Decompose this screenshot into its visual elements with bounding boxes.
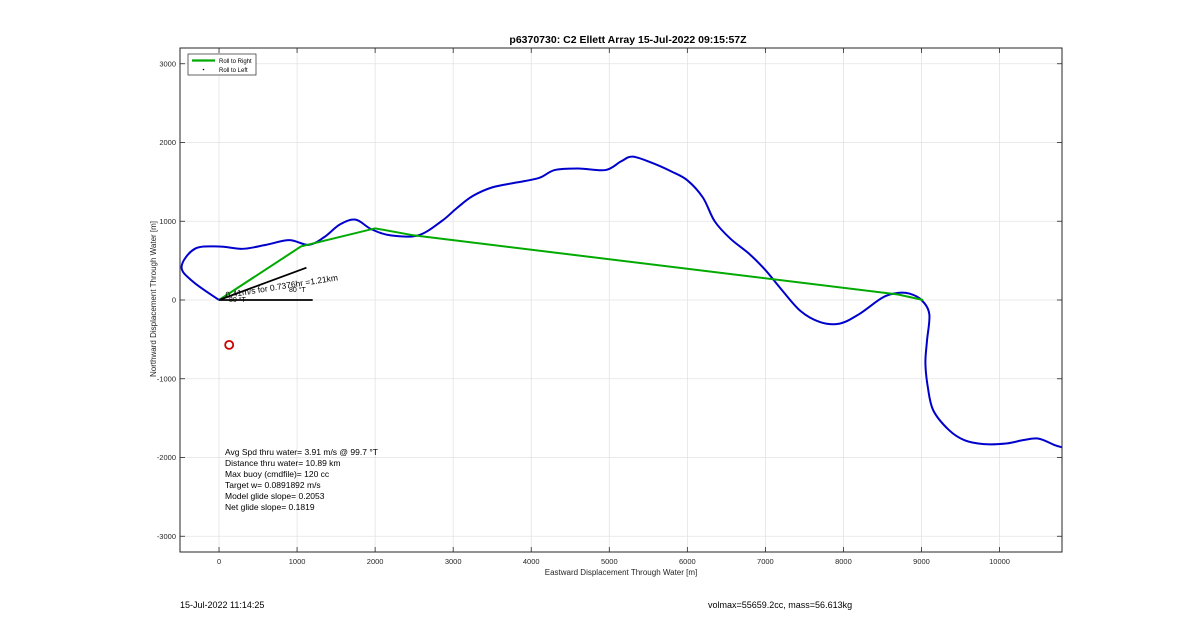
y-tick-label: 1000 <box>159 217 176 226</box>
x-axis-label: Eastward Displacement Through Water [m] <box>545 568 698 577</box>
stat-avg-speed: Avg Spd thru water= 3.91 m/s @ 99.7 °T <box>225 447 378 457</box>
y-tick-label: 2000 <box>159 138 176 147</box>
series-layer <box>180 155 1063 449</box>
heading-label-1: 80 °T <box>289 286 307 294</box>
x-tick-label: 10000 <box>989 557 1010 566</box>
x-tick-label: 3000 <box>445 557 462 566</box>
x-tick-label: 7000 <box>757 557 774 566</box>
heading-label-2: 80 °T <box>229 296 247 304</box>
x-tick-label: 1000 <box>289 557 306 566</box>
stat-net-glide: Net glide slope= 0.1819 <box>225 502 315 512</box>
x-tick-label: 4000 <box>523 557 540 566</box>
footer-mass: volmax=55659.2cc, mass=56.613kg <box>708 600 853 610</box>
chart-title: p6370730: C2 Ellett Array 15-Jul-2022 09… <box>509 34 747 46</box>
red-circle-marker <box>224 339 235 350</box>
y-tick-label: -2000 <box>157 453 176 462</box>
x-tick-label: 2000 <box>367 557 384 566</box>
grid-lines <box>180 48 1062 552</box>
series-roll-to-right <box>218 227 924 301</box>
legend-label-left: Roll to Left <box>219 68 248 74</box>
x-tick-label: 0 <box>217 557 221 566</box>
x-tick-label: 8000 <box>835 557 852 566</box>
y-tick-label: -1000 <box>157 374 176 383</box>
stat-model-glide: Model glide slope= 0.2053 <box>225 491 325 501</box>
y-tick-label: 0 <box>172 296 176 305</box>
axes-box <box>179 47 1063 553</box>
stat-distance: Distance thru water= 10.89 km <box>225 458 341 468</box>
legend: Roll to Right Roll to Left <box>187 53 257 76</box>
heading-line <box>218 266 307 301</box>
stat-target-w: Target w= 0.0891892 m/s <box>225 480 321 490</box>
footer-date: 15-Jul-2022 11:14:25 <box>180 600 265 610</box>
y-axis-label: Northward Displacement Through Water [m] <box>149 221 158 377</box>
legend-box <box>187 53 257 76</box>
x-tick-label: 9000 <box>913 557 930 566</box>
axis-ticks: 0 1000 2000 3000 4000 5000 6000 7000 8000 9000 100… <box>157 48 1062 566</box>
legend-label-right: Roll to Right <box>219 59 252 65</box>
stats-block: Avg Spd thru water= 3.91 m/s @ 99.7 °T D… <box>225 447 378 512</box>
legend-marker-left <box>202 68 205 71</box>
stat-max-buoy: Max buoy (cmdfile)= 120 cc <box>225 469 330 479</box>
y-tick-label: 3000 <box>159 59 176 68</box>
y-tick-label: -3000 <box>157 532 176 541</box>
x-tick-label: 5000 <box>601 557 618 566</box>
x-tick-label: 6000 <box>679 557 696 566</box>
series-roll-to-left <box>180 155 1063 449</box>
